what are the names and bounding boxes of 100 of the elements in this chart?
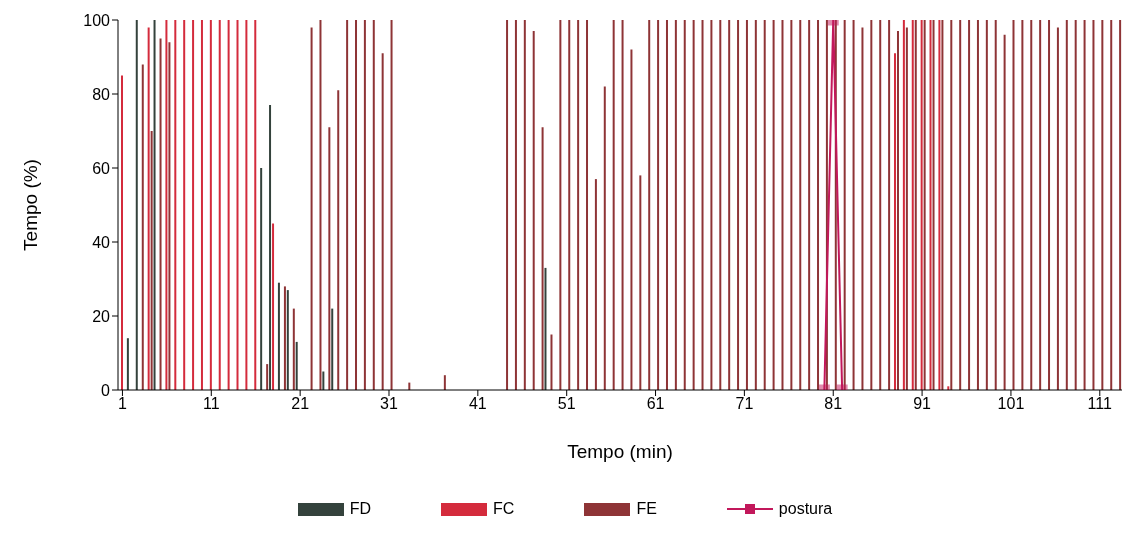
bar [372, 20, 375, 390]
x-tick-label: 31 [380, 395, 398, 413]
bar [861, 27, 864, 390]
bar [1012, 20, 1015, 390]
x-tick-label: 21 [291, 395, 310, 413]
bar [283, 286, 286, 390]
bar [153, 20, 156, 390]
x-tick-label: 111 [1087, 395, 1113, 413]
bar [192, 20, 195, 390]
bar [319, 20, 322, 390]
x-tick-label: 101 [997, 395, 1025, 413]
bar [985, 20, 988, 390]
bar [159, 38, 162, 390]
bar [236, 20, 239, 390]
bar [968, 20, 971, 390]
bar [266, 364, 269, 390]
bar [630, 49, 633, 390]
bar [292, 308, 295, 390]
bar [147, 27, 150, 390]
bar [328, 127, 331, 390]
bar [701, 20, 704, 390]
bar [277, 282, 280, 390]
bar [674, 20, 677, 390]
bar [1048, 20, 1051, 390]
bar [888, 20, 891, 390]
bar [331, 308, 334, 390]
bar [994, 20, 997, 390]
legend-label: FE [636, 500, 657, 518]
x-tick-label: 81 [824, 395, 843, 413]
bar [1083, 20, 1086, 390]
bar [544, 267, 547, 390]
bar [817, 20, 820, 390]
bar [310, 27, 313, 390]
bar [902, 20, 905, 390]
x-tick-label: 1 [117, 395, 127, 413]
x-axis-title: Tempo (min) [567, 441, 673, 462]
bar [737, 20, 740, 390]
bar [286, 290, 289, 390]
bar [541, 127, 544, 390]
bar [852, 20, 855, 390]
legend-label: FD [349, 500, 372, 518]
bar [295, 341, 298, 390]
bar [1030, 20, 1033, 390]
bar [896, 31, 899, 390]
bar [1101, 20, 1104, 390]
y-tick-label: 0 [101, 381, 111, 399]
y-tick-label: 60 [92, 159, 111, 177]
bar [523, 20, 526, 390]
x-tick-label: 41 [468, 395, 487, 413]
bar [781, 20, 784, 390]
y-tick-label: 40 [92, 233, 111, 251]
bar [227, 20, 230, 390]
bar [322, 371, 325, 390]
bar [719, 20, 722, 390]
bar [728, 20, 731, 390]
bar [1074, 20, 1077, 390]
bar [577, 20, 580, 390]
bar [269, 105, 272, 390]
bar [763, 20, 766, 390]
y-tick-label: 100 [83, 11, 111, 29]
bar [390, 20, 393, 390]
bar [272, 223, 275, 390]
bar [141, 64, 144, 390]
bar [692, 20, 695, 390]
bar [799, 20, 802, 390]
bar [1021, 20, 1024, 390]
bar [665, 20, 668, 390]
bar [165, 20, 168, 390]
y-axis-title: Tempo (%) [19, 159, 41, 251]
bar [245, 20, 248, 390]
bar [1065, 20, 1068, 390]
bar [710, 20, 713, 390]
bar [772, 20, 775, 390]
bar [381, 53, 384, 390]
bar [594, 179, 597, 390]
bar [200, 20, 203, 390]
bar [976, 20, 979, 390]
bar [1110, 20, 1113, 390]
bar [1119, 20, 1122, 390]
bar [808, 20, 811, 390]
bar [1039, 20, 1042, 390]
bar [355, 20, 358, 390]
bar [506, 20, 509, 390]
bar [621, 20, 624, 390]
bar [879, 20, 882, 390]
bar [1092, 20, 1095, 390]
bar [893, 53, 896, 390]
bar [532, 31, 535, 390]
x-tick-label: 11 [202, 395, 220, 413]
legend-label: postura [778, 500, 833, 518]
x-tick-label: 61 [646, 395, 665, 413]
bar [657, 20, 660, 390]
bar [905, 27, 908, 390]
bar [639, 175, 642, 390]
bar [260, 168, 263, 390]
bar [337, 90, 340, 390]
bar [346, 20, 349, 390]
bar [559, 20, 562, 390]
bar [1056, 27, 1059, 390]
bar [168, 42, 171, 390]
